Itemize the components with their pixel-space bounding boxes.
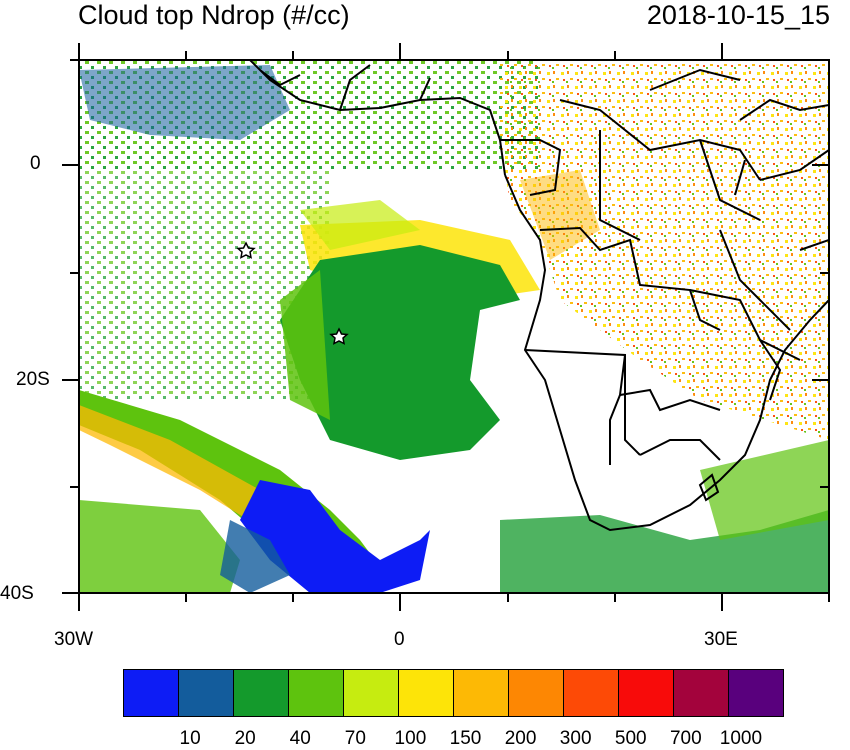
colorbar xyxy=(123,669,784,717)
star-marker-2 xyxy=(329,327,349,345)
colorbar-box xyxy=(124,670,179,716)
colorbar-label: 10 xyxy=(179,728,201,749)
colorbar-box xyxy=(454,670,509,716)
y-tick-label: 40S xyxy=(0,583,34,604)
colorbar-box xyxy=(619,670,674,716)
colorbar-box xyxy=(564,670,619,716)
colorbar-label: 100 xyxy=(394,728,427,749)
colorbar-label: 200 xyxy=(504,728,537,749)
colorbar-box xyxy=(399,670,454,716)
colorbar-label: 700 xyxy=(669,728,702,749)
colorbar-box xyxy=(179,670,234,716)
colorbar-box xyxy=(729,670,783,716)
colorbar-label: 70 xyxy=(344,728,366,749)
colorbar-label: 500 xyxy=(614,728,647,749)
colorbar-label: 150 xyxy=(449,728,482,749)
colorbar-label: 1000 xyxy=(719,728,763,749)
y-tick-label: 0 xyxy=(30,153,41,174)
x-tick-label: 30W xyxy=(54,629,94,650)
map-datetime: 2018-10-15_15 xyxy=(646,0,830,30)
map-title: Cloud top Ndrop (#/cc) xyxy=(78,0,350,30)
colorbar-label: 20 xyxy=(234,728,256,749)
colorbar-label: 40 xyxy=(289,728,311,749)
cloud-field xyxy=(79,60,829,593)
colorbar-box xyxy=(674,670,729,716)
colorbar-label: 300 xyxy=(559,728,592,749)
x-tick-label: 30E xyxy=(704,629,738,650)
x-tick-label: 0 xyxy=(394,629,405,650)
star-marker-1 xyxy=(236,241,256,259)
colorbar-box xyxy=(344,670,399,716)
colorbar-box xyxy=(509,670,564,716)
colorbar-box xyxy=(289,670,344,716)
y-tick-label: 20S xyxy=(16,369,50,390)
colorbar-box xyxy=(234,670,289,716)
